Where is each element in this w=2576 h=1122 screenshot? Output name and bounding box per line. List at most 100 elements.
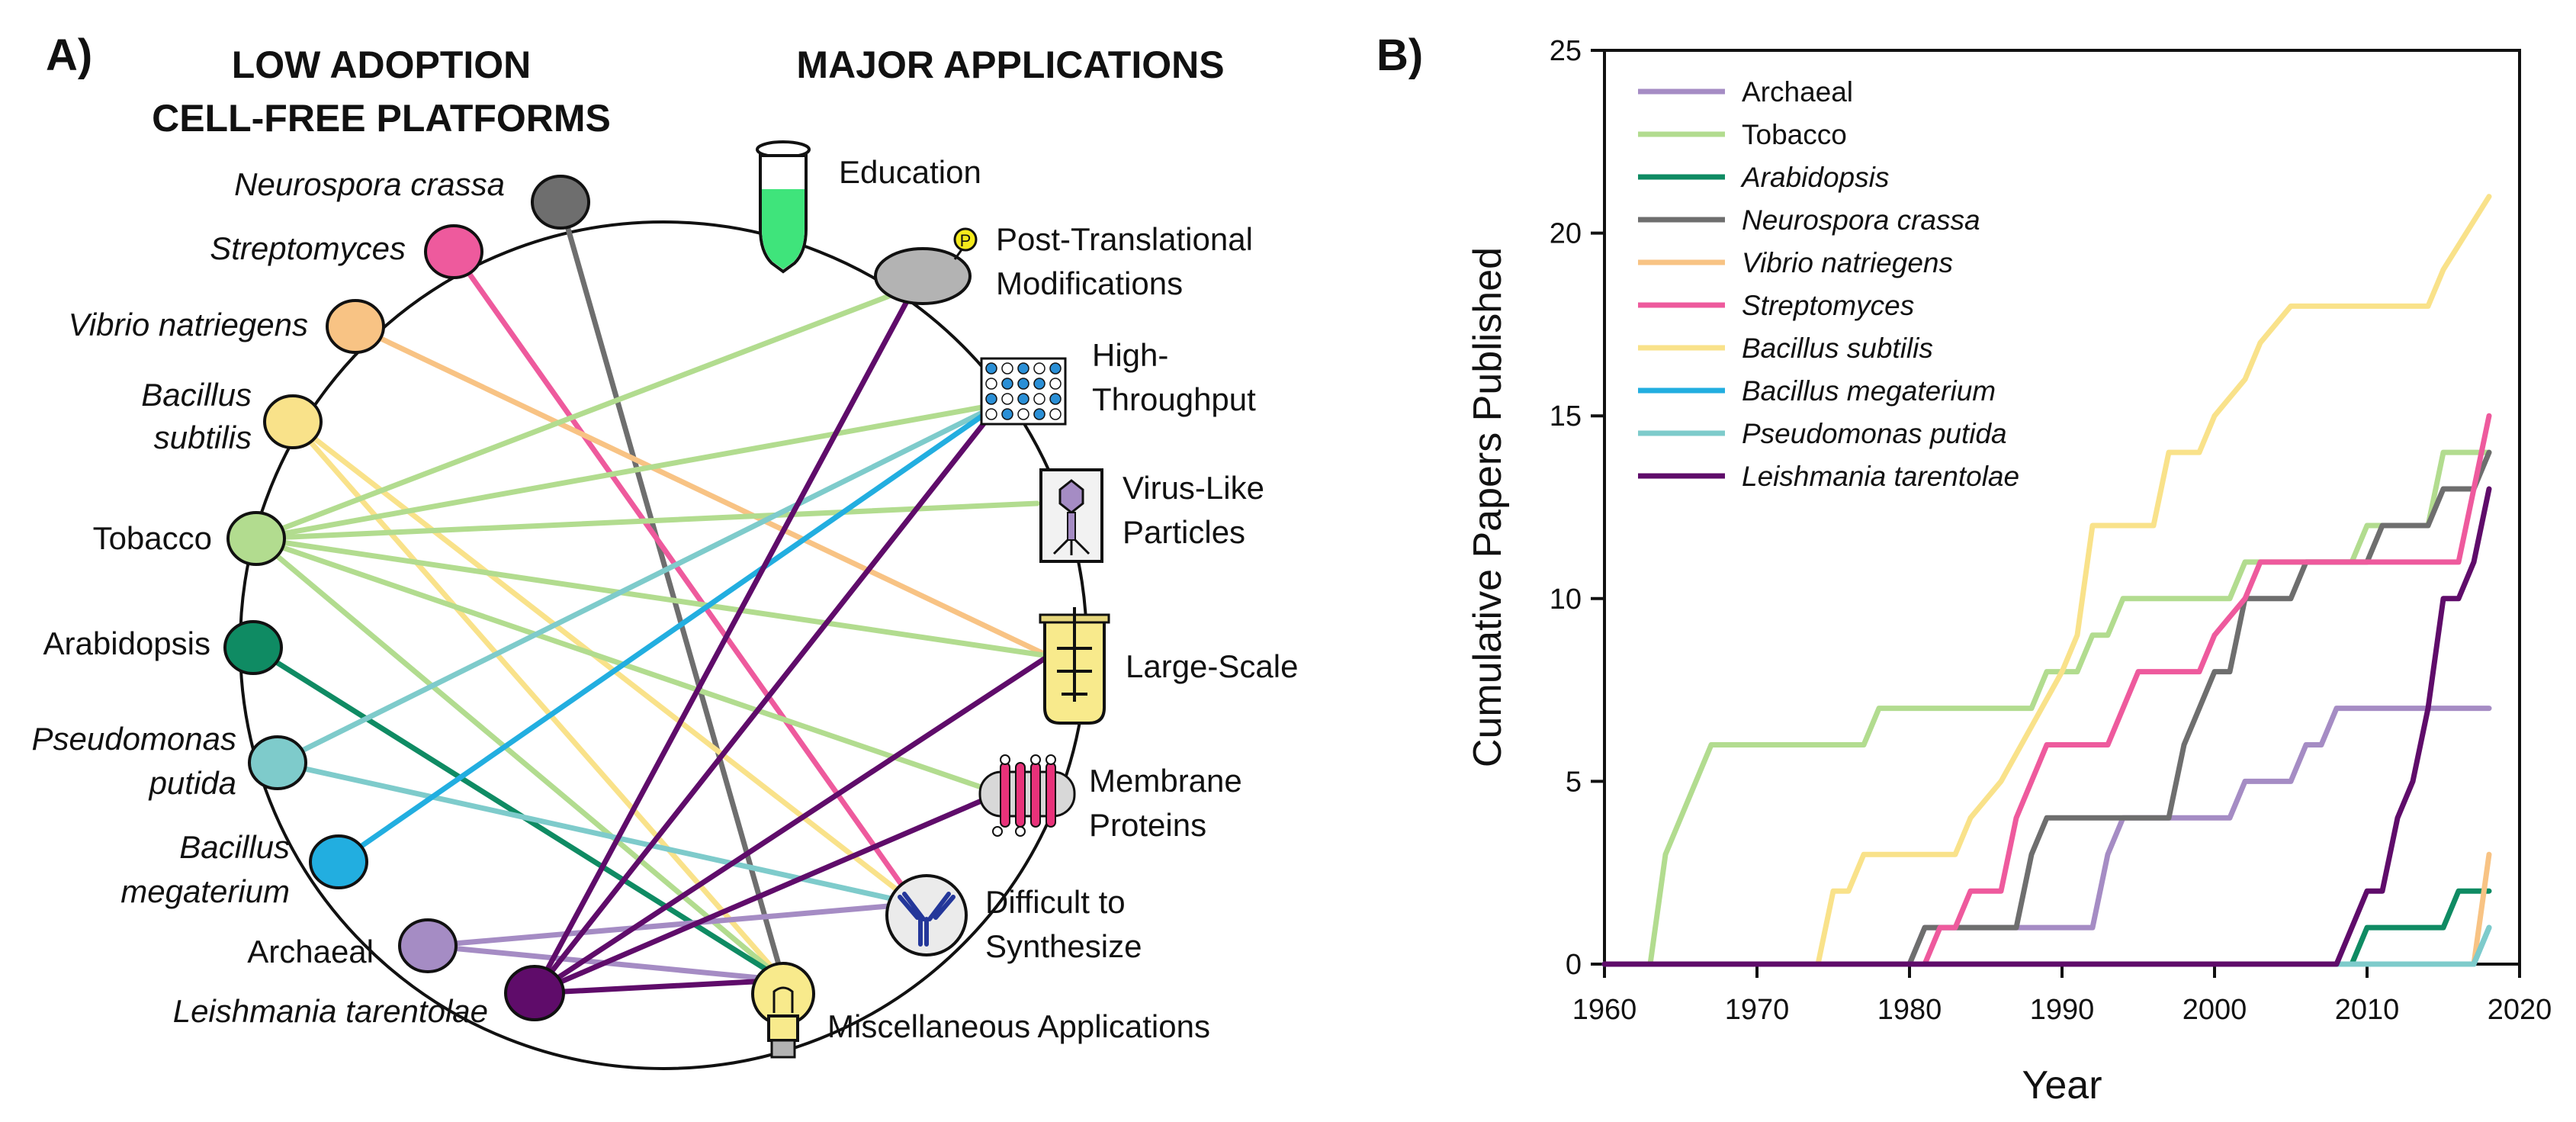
application-label-vlp-line2: Particles [1123, 514, 1245, 550]
connection-lines [250, 199, 1052, 996]
plate-well [1049, 408, 1062, 420]
application-label-largescale: Large-Scale [1126, 648, 1298, 684]
application-label-education: Education [839, 154, 981, 190]
plate-well [1033, 378, 1045, 390]
connection-bmegaterium-htp [336, 401, 1002, 865]
education-icon [756, 140, 811, 274]
plate-well [985, 393, 997, 405]
legend-label: Arabidopsis [1740, 162, 1889, 193]
node-archaeal [398, 918, 458, 973]
connection-leishmania-ptm [532, 283, 918, 996]
series-line-bacillus-subtilis [1601, 194, 2492, 967]
platform-label-bmegaterium-line2: megaterium [120, 873, 290, 909]
connection-leishmania-misc [532, 977, 786, 996]
virus-icon [1039, 468, 1103, 563]
connection-leishmania-membrane [532, 790, 1002, 996]
plate-well [1049, 378, 1062, 390]
legend-label: Tobacco [1742, 119, 1847, 150]
plate-well [1001, 408, 1013, 420]
connection-bsubtilis-difficult [290, 419, 918, 907]
connection-leishmania-largescale [532, 653, 1052, 996]
plate-well [1017, 378, 1029, 390]
application-label-htp-line2: Throughput [1092, 381, 1256, 417]
platform-label-archaeal: Archaeal [247, 934, 374, 969]
plate-well [1001, 362, 1013, 375]
connection-bsubtilis-misc [290, 419, 786, 983]
connection-pputida-htp [275, 401, 1002, 766]
application-label-membrane-line2: Proteins [1089, 807, 1206, 843]
panel-a-network: A) LOW ADOPTION CELL-FREE PLATFORMS MAJO… [31, 31, 1298, 1070]
platform-label-streptomyces: Streptomyces [210, 230, 406, 266]
application-label-difficult-line2: Synthesize [985, 928, 1142, 964]
connection-tobacco-misc [253, 535, 786, 983]
platforms-header-line2: CELL-FREE PLATFORMS [152, 97, 611, 140]
node-streptomyces [424, 224, 483, 279]
y-tick-label: 5 [1566, 766, 1582, 798]
application-label-htp-line1: High- [1092, 337, 1168, 373]
y-tick-label: 0 [1566, 949, 1582, 981]
connection-archaeal-difficult [425, 901, 918, 949]
node-vibrio [326, 299, 385, 354]
plate-well [1017, 362, 1029, 375]
x-tick-label: 1960 [1572, 994, 1637, 1026]
x-tick-label: 1970 [1725, 994, 1790, 1026]
platform-label-bsubtilis-line1: Bacillus [141, 377, 252, 413]
legend-label: Bacillus megaterium [1742, 375, 1996, 407]
x-tick-label: 2000 [2183, 994, 2247, 1026]
legend: Archaeal Tobacco Arabidopsis Neurospora cra… [1638, 76, 2019, 492]
membrane-protein-icon [978, 754, 1076, 837]
platform-label-bsubtilis-line2: subtilis [154, 420, 252, 455]
legend-label: Vibrio natriegens [1742, 247, 1953, 278]
platform-label-pputida-line2: putida [148, 765, 236, 801]
application-label-ptm-line2: Modifications [996, 265, 1183, 301]
legend-label: Pseudomonas putida [1742, 418, 2007, 449]
axis-ticks: 1960 1970 1980 1990 2000 2010 2020 0 5 10 15 20 25 [1550, 35, 2552, 1026]
platform-labels: Neurospora crassa Streptomyces Vibrio natr… [31, 166, 505, 1029]
legend-label: Streptomyces [1742, 290, 1914, 321]
plate-well [985, 362, 997, 375]
x-tick-label: 2010 [2335, 994, 2400, 1026]
lightbulb-icon [751, 962, 815, 1059]
legend-label: Neurospora crassa [1742, 204, 1980, 236]
series-line-tobacco [1601, 449, 2492, 967]
y-tick-label: 25 [1550, 35, 1582, 67]
application-label-misc: Miscellaneous Applications [827, 1008, 1210, 1044]
node-arabidopsis [223, 620, 283, 675]
plate-well [1033, 408, 1045, 420]
node-tobacco [226, 511, 286, 566]
connection-leishmania-htp [532, 401, 1002, 996]
node-bsubtilis [263, 394, 323, 449]
ptm-protein-icon: P [874, 227, 978, 305]
bioreactor-icon [1039, 607, 1110, 725]
panel-b-chart: B) 1960 1970 1980 1990 2000 2010 2020 0 5 10 15 20 2… [1376, 31, 2552, 1108]
application-label-vlp-line1: Virus-Like [1123, 470, 1264, 506]
connection-tobacco-htp [253, 401, 1002, 542]
antibody-icon [885, 874, 968, 956]
plate-well [1001, 378, 1013, 390]
phosphate-badge: P [960, 231, 972, 250]
legend-label: Leishmania tarentolae [1742, 461, 2019, 492]
series-line-neurospora-crassa [1601, 449, 2492, 967]
plate-well [985, 408, 997, 420]
node-pputida [248, 735, 307, 790]
y-tick-label: 10 [1550, 584, 1582, 616]
plate-well [1017, 408, 1029, 420]
x-tick-label: 1990 [2030, 994, 2095, 1026]
platform-label-tobacco: Tobacco [93, 520, 212, 556]
application-label-membrane-line1: Membrane [1089, 763, 1242, 799]
applications-header: MAJOR APPLICATIONS [796, 43, 1224, 86]
platforms-header-line1: LOW ADOPTION [232, 43, 532, 86]
node-neurospora [531, 175, 590, 230]
connection-vibrio-largescale [352, 323, 1052, 659]
series-line-leishmania-tarentolae [1601, 486, 2492, 967]
plate-well [985, 378, 997, 390]
application-label-ptm-line1: Post-Translational [996, 221, 1253, 257]
platform-label-arabidopsis: Arabidopsis [43, 625, 210, 661]
plate-well [1001, 393, 1013, 405]
connection-pputida-difficult [275, 760, 918, 907]
panel-a-label: A) [46, 31, 92, 80]
legend-label: Bacillus subtilis [1742, 333, 1933, 364]
application-labels: Education Post-Translational Modifications… [827, 154, 1298, 1044]
platform-label-leishmania: Leishmania tarentolae [173, 993, 488, 1029]
panel-b-label: B) [1376, 31, 1423, 80]
